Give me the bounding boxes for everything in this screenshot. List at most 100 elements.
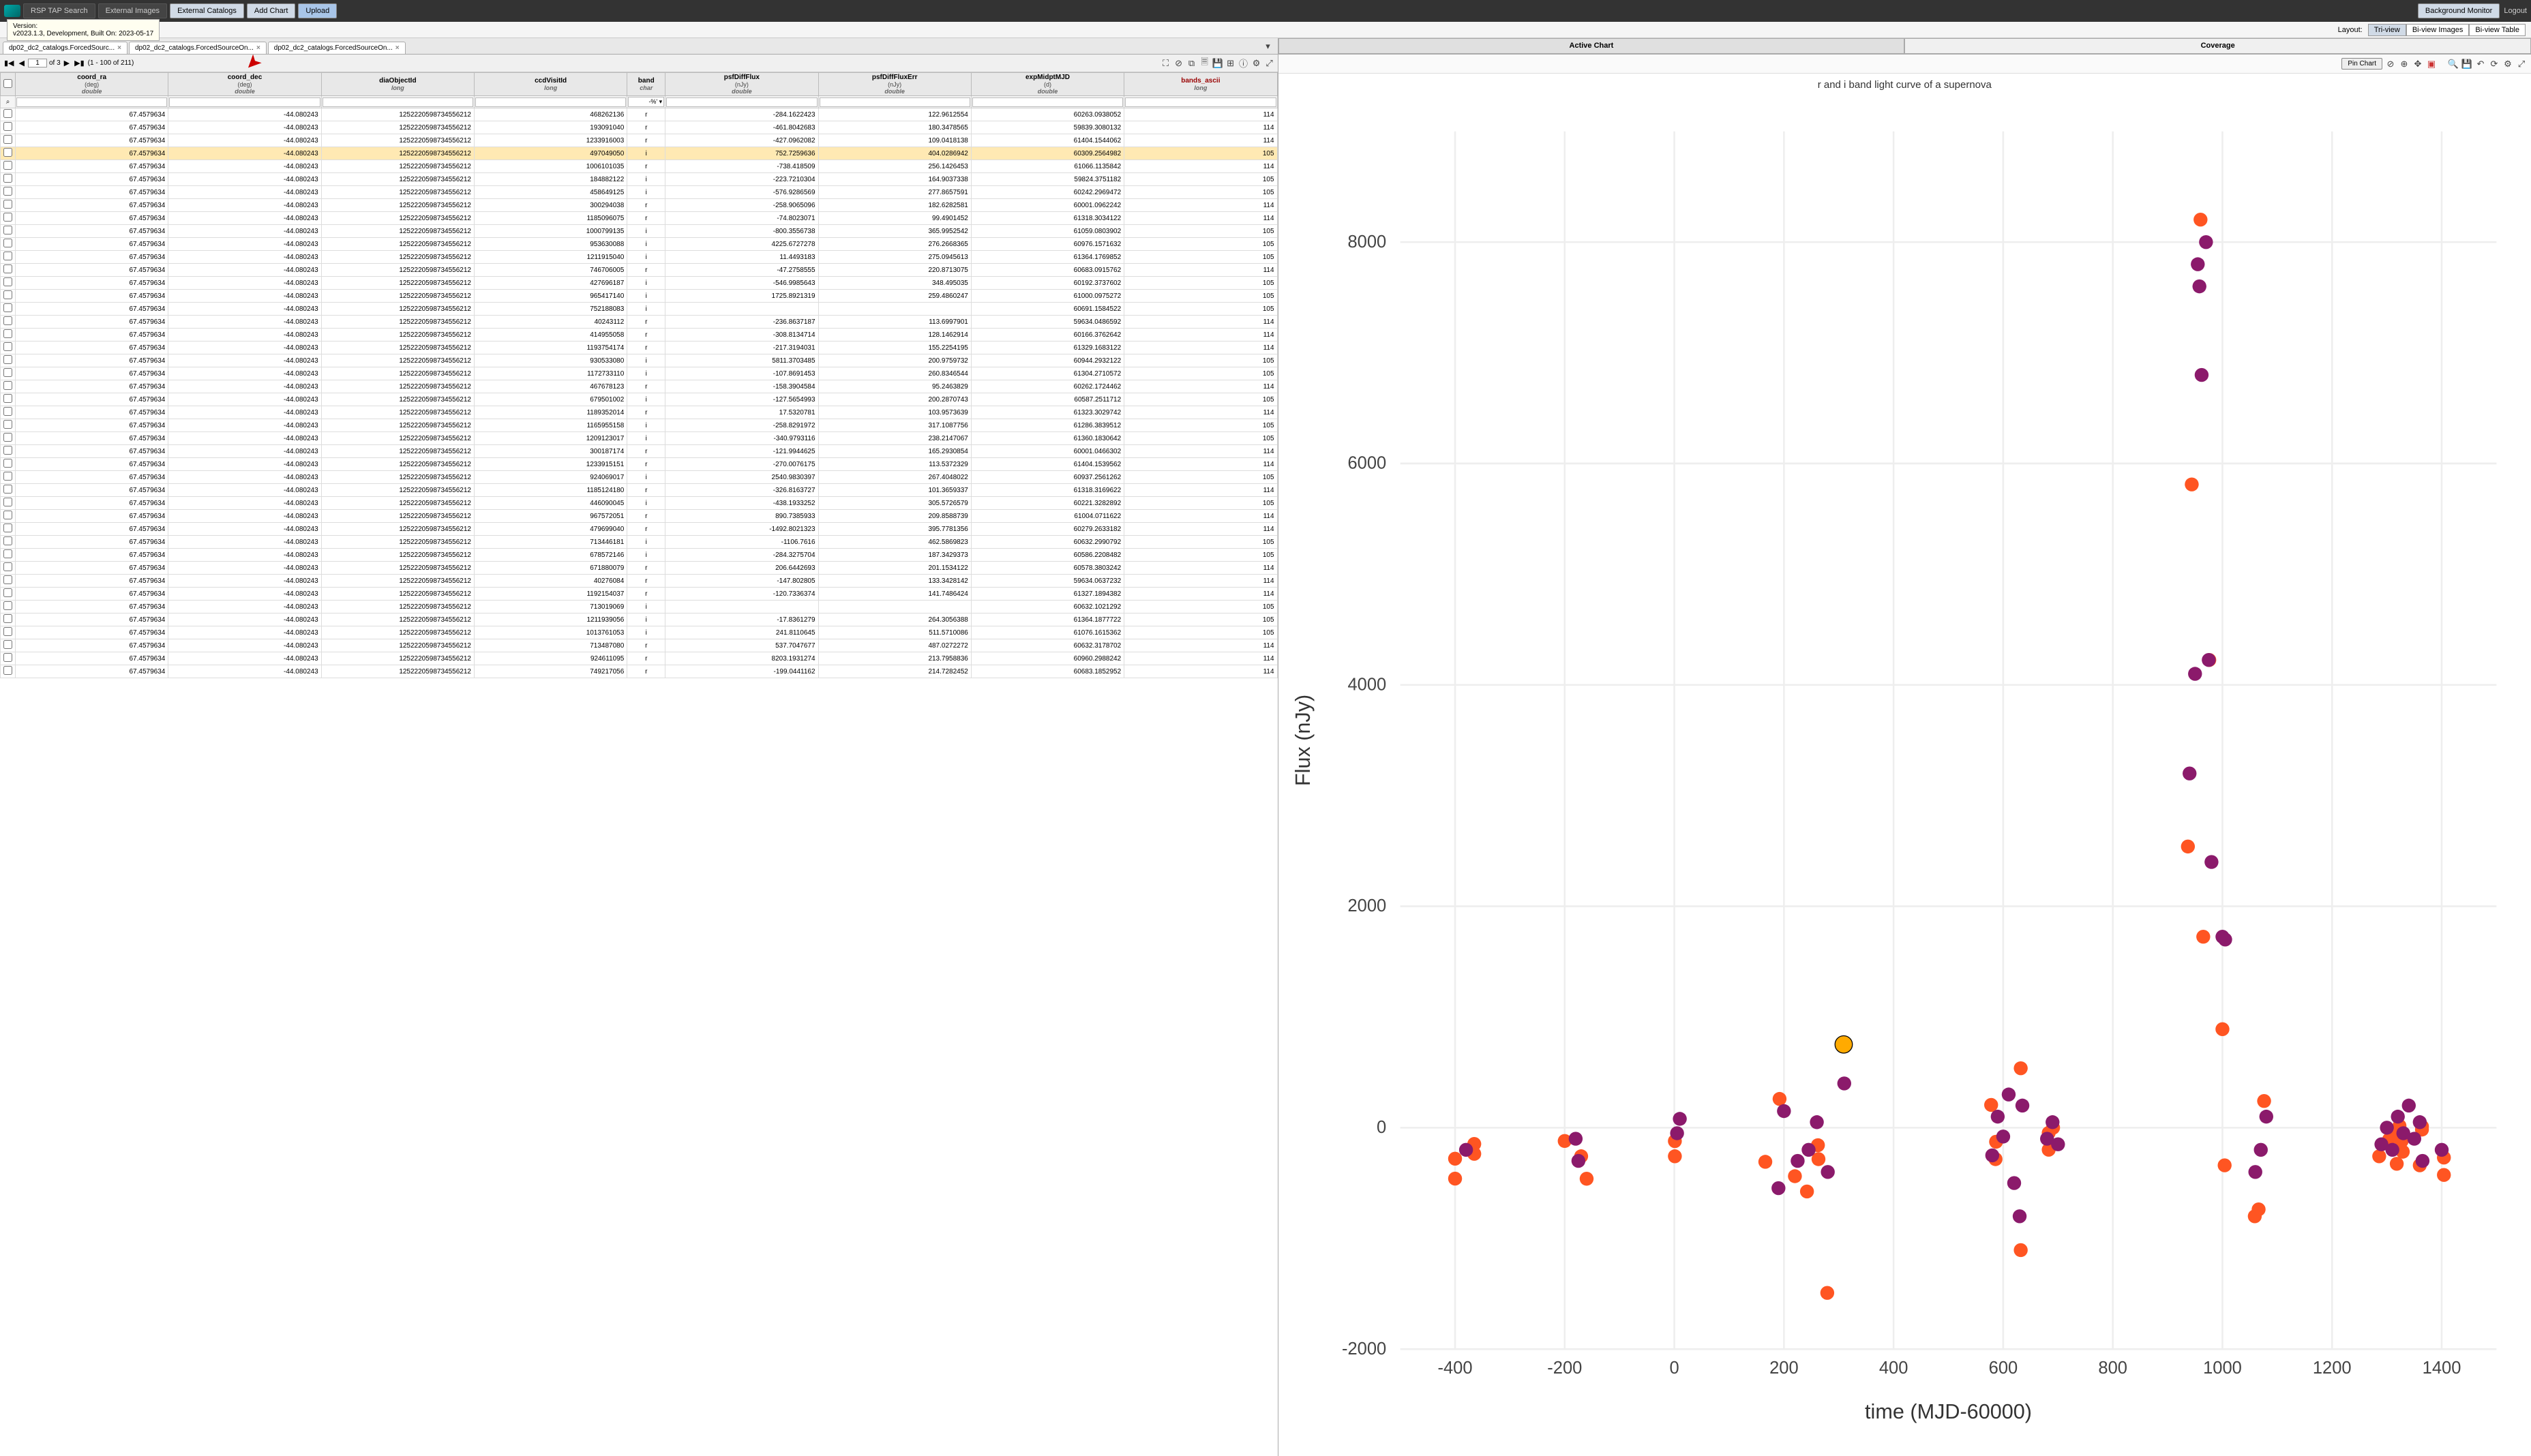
row-checkbox[interactable] xyxy=(3,562,12,571)
data-point[interactable] xyxy=(1801,1143,1815,1157)
table-row[interactable]: 67.4579634-44.08024312522205987345562124… xyxy=(1,380,1278,393)
row-checkbox[interactable] xyxy=(3,187,12,196)
data-point[interactable] xyxy=(1668,1149,1681,1163)
table-row[interactable]: 67.4579634-44.08024312522205987345562129… xyxy=(1,510,1278,523)
filter-expMidptMJD[interactable] xyxy=(972,97,1123,107)
chart-expand-icon[interactable]: ⤢ xyxy=(2516,59,2527,70)
data-point[interactable] xyxy=(1799,1185,1813,1198)
result-tab-2[interactable]: dp02_dc2_catalogs.ForcedSourceOn...× xyxy=(268,42,406,54)
table-row[interactable]: 67.4579634-44.08024312522205987345562121… xyxy=(1,160,1278,173)
data-point[interactable] xyxy=(2194,368,2208,382)
row-checkbox[interactable] xyxy=(3,329,12,338)
info-icon[interactable]: ⓘ xyxy=(1238,58,1249,69)
col-header-psfDiffFluxErr[interactable]: psfDiffFluxErr(nJy)double xyxy=(818,73,971,96)
expand-icon[interactable]: ⤢ xyxy=(1264,58,1275,69)
zoom-1x-icon[interactable]: 🔍 xyxy=(2448,59,2459,70)
data-point[interactable] xyxy=(2251,1202,2265,1216)
table-row[interactable]: 67.4579634-44.08024312522205987345562121… xyxy=(1,367,1278,380)
row-checkbox[interactable] xyxy=(3,381,12,390)
row-checkbox[interactable] xyxy=(3,407,12,416)
data-point[interactable] xyxy=(2015,1099,2028,1112)
filter-psfDiffFlux[interactable] xyxy=(666,97,817,107)
chart-filter-icon[interactable]: ⊘ xyxy=(2385,59,2396,70)
data-point[interactable] xyxy=(2215,1022,2229,1036)
table-row[interactable]: 67.4579634-44.08024312522205987345562124… xyxy=(1,575,1278,588)
data-point[interactable] xyxy=(2217,1158,2231,1172)
data-point[interactable] xyxy=(1772,1092,1786,1106)
app-logo[interactable] xyxy=(4,5,20,17)
col-header-coord_ra[interactable]: coord_ra(deg)double xyxy=(16,73,168,96)
data-point[interactable] xyxy=(1579,1172,1593,1185)
text-view-icon[interactable]: 🗏 xyxy=(1199,58,1210,69)
table-row[interactable]: 67.4579634-44.08024312522205987345562121… xyxy=(1,173,1278,186)
row-checkbox[interactable] xyxy=(3,316,12,325)
data-point[interactable] xyxy=(1837,1076,1851,1090)
table-settings-icon[interactable]: ⚙ xyxy=(1251,58,1262,69)
table-row[interactable]: 67.4579634-44.08024312522205987345562121… xyxy=(1,225,1278,238)
data-point[interactable] xyxy=(1448,1172,1461,1185)
row-checkbox[interactable] xyxy=(3,472,12,481)
data-point[interactable] xyxy=(2372,1149,2386,1163)
data-point[interactable] xyxy=(2196,930,2210,943)
data-point[interactable] xyxy=(2192,279,2206,293)
data-point[interactable] xyxy=(2007,1176,2020,1189)
table-row[interactable]: 67.4579634-44.08024312522205987345562121… xyxy=(1,588,1278,601)
row-checkbox[interactable] xyxy=(3,511,12,519)
page-input[interactable] xyxy=(28,59,47,67)
row-checkbox[interactable] xyxy=(3,122,12,131)
data-point[interactable] xyxy=(2181,840,2194,853)
filter-coord_ra[interactable] xyxy=(16,97,167,107)
table-row[interactable]: 67.4579634-44.08024312522205987345562121… xyxy=(1,134,1278,147)
close-tab-icon[interactable]: × xyxy=(395,44,400,52)
row-checkbox[interactable] xyxy=(3,498,12,506)
pin-chart-button[interactable]: Pin Chart xyxy=(2341,58,2382,70)
row-checkbox[interactable] xyxy=(3,524,12,532)
layout-option-tri-view[interactable]: Tri-view xyxy=(2368,24,2406,36)
row-checkbox[interactable] xyxy=(3,303,12,312)
close-tab-icon[interactable]: × xyxy=(117,44,121,52)
data-point[interactable] xyxy=(2437,1168,2451,1182)
data-point[interactable] xyxy=(2185,477,2198,491)
data-point[interactable] xyxy=(1758,1155,1771,1168)
data-point[interactable] xyxy=(2193,213,2207,226)
row-checkbox[interactable] xyxy=(3,135,12,144)
data-point[interactable] xyxy=(2191,257,2204,271)
table-row[interactable]: 67.4579634-44.08024312522205987345562124… xyxy=(1,329,1278,342)
data-point[interactable] xyxy=(2391,1110,2404,1123)
row-checkbox[interactable] xyxy=(3,148,12,157)
row-checkbox[interactable] xyxy=(3,433,12,442)
data-point[interactable] xyxy=(1771,1181,1785,1195)
data-point[interactable] xyxy=(2204,855,2218,868)
save-icon[interactable]: 💾 xyxy=(1212,58,1223,69)
col-header-ccdVisitId[interactable]: ccdVisitIdlong xyxy=(474,73,627,96)
data-point[interactable] xyxy=(2257,1094,2271,1108)
data-point[interactable] xyxy=(2401,1099,2415,1112)
row-checkbox[interactable] xyxy=(3,588,12,597)
data-point[interactable] xyxy=(2051,1138,2065,1151)
band-filter[interactable]: -%' ▾ xyxy=(628,97,664,107)
table-row[interactable]: 67.4579634-44.08024312522205987345562121… xyxy=(1,251,1278,264)
row-checkbox[interactable] xyxy=(3,277,12,286)
table-row[interactable]: 67.4579634-44.08024312522205987345562121… xyxy=(1,121,1278,134)
data-point[interactable] xyxy=(2046,1115,2059,1129)
data-point[interactable] xyxy=(1670,1126,1683,1140)
data-point[interactable] xyxy=(2434,1143,2448,1157)
col-header-diaObjectId[interactable]: diaObjectIdlong xyxy=(321,73,474,96)
row-checkbox[interactable] xyxy=(3,342,12,351)
table-row[interactable]: 67.4579634-44.08024312522205987345562123… xyxy=(1,445,1278,458)
undo-icon[interactable]: ↶ xyxy=(2475,59,2486,70)
row-checkbox[interactable] xyxy=(3,459,12,468)
row-checkbox[interactable] xyxy=(3,394,12,403)
table-scroll[interactable]: coord_ra(deg)doublecoord_dec(deg)doubled… xyxy=(0,72,1278,1456)
data-point[interactable] xyxy=(2013,1061,2027,1075)
data-point[interactable] xyxy=(1810,1115,1823,1129)
row-checkbox[interactable] xyxy=(3,174,12,183)
prev-page-icon[interactable]: ◀ xyxy=(18,59,26,67)
row-checkbox[interactable] xyxy=(3,601,12,610)
zoom-fit-icon[interactable]: ✥ xyxy=(2412,59,2423,70)
first-page-icon[interactable]: ▮◀ xyxy=(3,59,16,67)
row-checkbox[interactable] xyxy=(3,420,12,429)
table-row[interactable]: 67.4579634-44.08024312522205987345562129… xyxy=(1,652,1278,665)
col-header-band[interactable]: bandchar xyxy=(627,73,665,96)
row-checkbox[interactable] xyxy=(3,446,12,455)
